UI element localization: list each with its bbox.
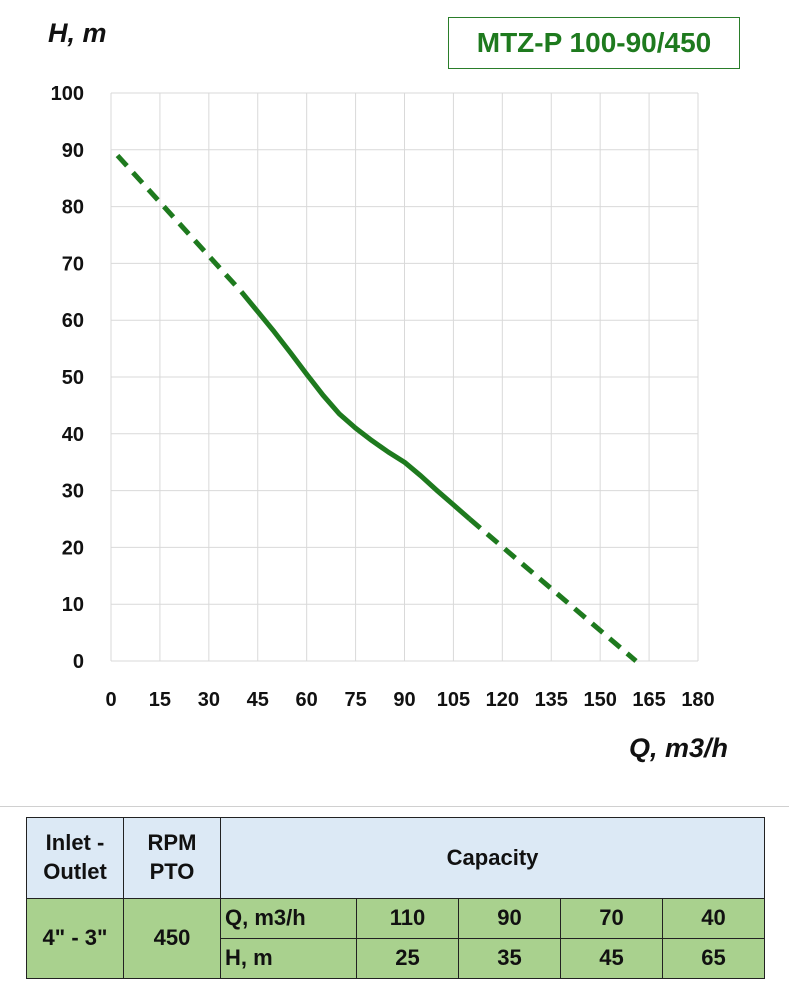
x-tick-label: 150 bbox=[583, 689, 616, 711]
model-label: MTZ-P 100-90/450 bbox=[448, 17, 740, 69]
rpm-pto-header: RPM PTO bbox=[123, 817, 221, 899]
curve-extrapolated-dashed bbox=[468, 517, 638, 663]
y-tick-label: 60 bbox=[62, 310, 84, 332]
x-tick-label: 75 bbox=[344, 689, 366, 711]
x-tick-label: 15 bbox=[149, 689, 171, 711]
h-value-cell: 25 bbox=[356, 938, 459, 979]
h-row-label: H, m bbox=[220, 938, 357, 979]
inlet-outlet-header: Inlet - Outlet bbox=[26, 817, 124, 899]
x-axis-title: Q, m3/h bbox=[629, 733, 728, 763]
chart-grid bbox=[110, 92, 699, 662]
curve-series bbox=[115, 153, 638, 663]
q-value-cell: 110 bbox=[356, 898, 459, 939]
q-value-cell: 40 bbox=[661, 898, 766, 939]
y-axis-title: H, m bbox=[48, 18, 107, 48]
capacity-header: Capacity bbox=[219, 817, 766, 899]
y-tick-label: 30 bbox=[62, 481, 84, 503]
h-value-cell: 35 bbox=[458, 938, 561, 979]
x-tick-label: 45 bbox=[247, 689, 269, 711]
y-tick-label: 20 bbox=[62, 537, 84, 559]
inlet-outlet-value: 4" - 3" bbox=[26, 898, 124, 979]
y-tick-label: 40 bbox=[62, 424, 84, 446]
y-tick-label: 80 bbox=[62, 197, 84, 219]
y-tick-label: 10 bbox=[62, 594, 84, 616]
y-tick-label: 70 bbox=[62, 253, 84, 275]
section-divider bbox=[0, 806, 789, 807]
y-tick-label: 0 bbox=[73, 651, 84, 673]
x-tick-label: 120 bbox=[486, 689, 519, 711]
y-tick-label: 90 bbox=[62, 140, 84, 162]
x-tick-label: 105 bbox=[437, 689, 470, 711]
q-row-label: Q, m3/h bbox=[220, 898, 357, 939]
x-tick-label: 30 bbox=[198, 689, 220, 711]
x-tick-label: 0 bbox=[105, 689, 116, 711]
q-value-cell: 90 bbox=[458, 898, 561, 939]
pump-curve-chart: 0 15 30 45 60 75 90 105 120 135 150 165 180 0 10 20 30 40… bbox=[48, 18, 728, 763]
x-tick-label: 165 bbox=[632, 689, 665, 711]
x-tick-label: 180 bbox=[681, 689, 714, 711]
axis-ticks: 0 15 30 45 60 75 90 105 120 135 150 165 180 0 10 20 30 40… bbox=[51, 83, 715, 711]
h-value-cell: 65 bbox=[661, 938, 766, 979]
rpm-value: 450 bbox=[123, 898, 221, 979]
curve-measured-solid bbox=[239, 290, 472, 521]
x-tick-label: 90 bbox=[393, 689, 415, 711]
q-value-cell: 70 bbox=[560, 898, 663, 939]
x-tick-label: 60 bbox=[296, 689, 318, 711]
curve-extrapolated-dashed bbox=[115, 153, 244, 294]
y-tick-label: 100 bbox=[51, 83, 84, 105]
y-tick-label: 50 bbox=[62, 367, 84, 389]
h-value-cell: 45 bbox=[560, 938, 663, 979]
spec-table: Inlet - Outlet RPM PTO Capacity 4" - 3" 45… bbox=[26, 817, 766, 979]
x-tick-label: 135 bbox=[535, 689, 568, 711]
